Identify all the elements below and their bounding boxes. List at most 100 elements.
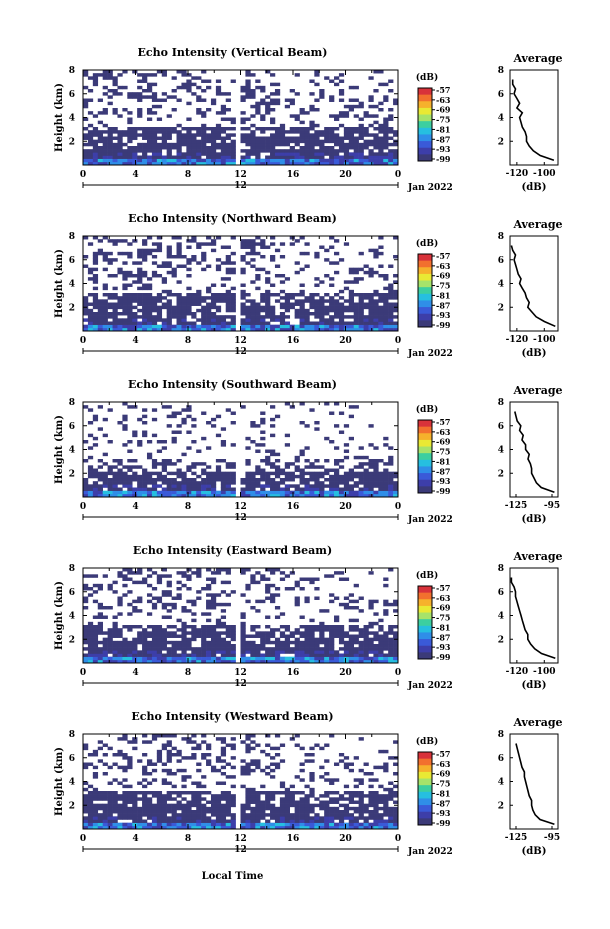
heatmap-cell — [112, 155, 118, 159]
heatmap-cell — [279, 324, 286, 329]
heatmap-cell — [206, 324, 212, 329]
heatmap-cell — [270, 803, 276, 808]
heatmap-cell — [343, 305, 350, 310]
heatmap-cell — [289, 98, 295, 102]
heatmap-cell — [284, 158, 291, 163]
heatmap-cell — [161, 305, 167, 310]
heatmap-cell — [151, 487, 158, 491]
heatmap-cell — [127, 120, 133, 125]
heatmap-cell — [338, 459, 345, 463]
heatmap-cell — [353, 465, 359, 469]
heatmap-cell — [201, 640, 207, 645]
heatmap-cell — [117, 794, 123, 798]
heatmap-cell — [314, 70, 320, 74]
heatmap-cell — [196, 596, 202, 600]
heatmap-cell — [225, 822, 231, 827]
y-tick-label: 8 — [69, 66, 75, 76]
heatmap-cell — [181, 813, 187, 817]
heatmap-cell — [230, 315, 236, 319]
heatmap-cell — [284, 656, 291, 661]
heatmap-cell — [329, 647, 335, 651]
heatmap-cell — [388, 312, 394, 316]
heatmap-cell — [388, 816, 394, 820]
heatmap-cell — [186, 825, 192, 830]
heatmap-cell — [274, 274, 281, 278]
heatmap-cell — [309, 825, 315, 830]
heatmap-cell — [240, 478, 246, 482]
heatmap-cell — [171, 89, 177, 93]
heatmap-cell — [368, 149, 374, 153]
heatmap-cell — [142, 312, 148, 316]
heatmap-cell — [206, 583, 212, 588]
heatmap-cell — [250, 474, 256, 479]
heatmap-cell — [250, 305, 256, 310]
heatmap-cell — [329, 130, 335, 134]
x-tick-label: 20 — [339, 170, 352, 180]
heatmap-cell — [373, 659, 379, 664]
heatmap-cell — [294, 302, 300, 306]
heatmap-cell — [132, 822, 138, 827]
heatmap-cell — [83, 490, 89, 495]
heatmap-cell — [225, 653, 231, 657]
heatmap-cell — [378, 647, 384, 651]
heatmap-cell — [250, 421, 256, 425]
heatmap-cell — [338, 111, 345, 115]
heatmap-cell — [314, 133, 320, 137]
heatmap-cell — [393, 653, 399, 657]
heatmap-cell — [225, 127, 231, 131]
heatmap-cell — [181, 656, 187, 661]
heatmap-cell — [255, 324, 261, 329]
heatmap-cell — [373, 631, 379, 635]
heatmap-cell — [250, 89, 256, 93]
heatmap-cell — [265, 161, 271, 166]
heatmap-cell — [137, 490, 143, 495]
heatmap-cell — [265, 289, 271, 294]
heatmap-cell — [210, 283, 217, 287]
heatmap-cell — [166, 590, 172, 594]
heatmap-cell — [127, 822, 133, 827]
heatmap-cell — [132, 474, 138, 479]
heatmap-cell — [343, 487, 350, 491]
heatmap-cell — [363, 484, 369, 488]
heatmap-cell — [353, 640, 359, 645]
heatmap-cell — [378, 806, 384, 811]
heatmap-cell — [166, 321, 172, 325]
heatmap-cell — [299, 806, 305, 811]
colorbar-swatch — [418, 645, 432, 653]
heatmap-cell — [388, 89, 394, 93]
heatmap-cell — [289, 631, 295, 635]
heatmap-cell — [166, 647, 172, 651]
heatmap-cell — [191, 146, 197, 150]
heatmap-cell — [107, 746, 113, 751]
heatmap-cell — [358, 293, 364, 297]
heatmap-cell — [270, 92, 276, 96]
heatmap-cell — [338, 797, 345, 801]
heatmap-cell — [83, 236, 89, 240]
heatmap-cell — [191, 424, 197, 428]
heatmap-cell — [260, 487, 266, 491]
heatmap-cell — [107, 606, 113, 610]
heatmap-cell — [240, 650, 246, 654]
heatmap-cell — [161, 762, 167, 766]
heatmap-cell — [368, 308, 374, 313]
heatmap-cell — [176, 85, 182, 90]
heatmap-cell — [171, 327, 177, 332]
heatmap-cell — [373, 104, 379, 109]
heatmap-cell — [383, 130, 389, 134]
heatmap-cell — [220, 656, 227, 661]
heatmap-cell — [137, 781, 143, 785]
heatmap-cell — [274, 813, 281, 817]
heatmap-cell — [260, 768, 266, 773]
heatmap-cell — [196, 95, 202, 99]
colorbar-swatch — [418, 420, 432, 428]
heatmap-cell — [122, 443, 128, 447]
colorbar-swatch — [418, 107, 432, 115]
heatmap-cell — [274, 822, 281, 827]
heatmap-cell — [250, 258, 256, 262]
heatmap-cell — [127, 602, 133, 607]
heatmap-cell — [363, 293, 369, 297]
heatmap-cell — [319, 819, 325, 823]
heatmap-cell — [230, 628, 236, 632]
profile-x-tick-label: -125 — [505, 833, 528, 843]
heatmap-cell — [166, 312, 172, 316]
